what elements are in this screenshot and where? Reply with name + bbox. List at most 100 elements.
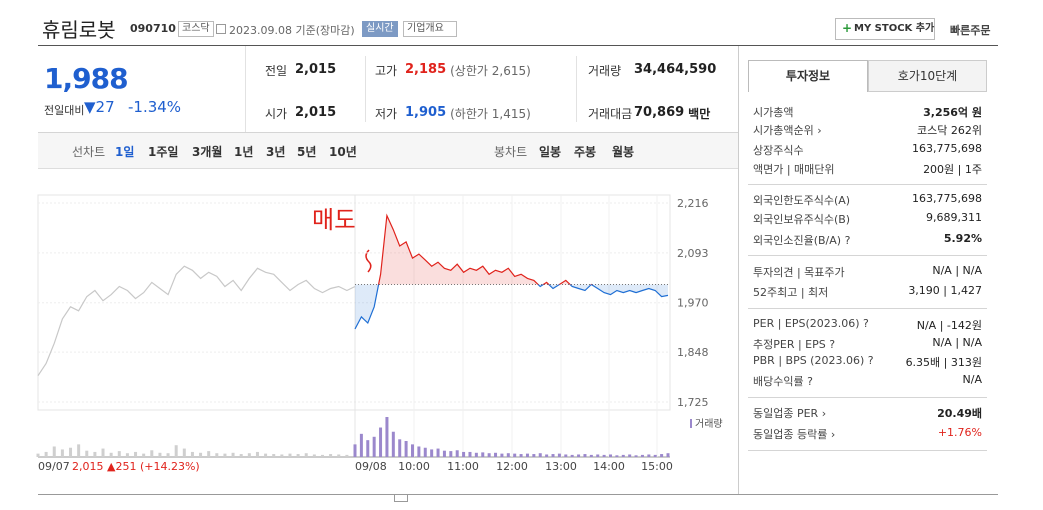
volume-bar <box>166 453 170 457</box>
today-line <box>354 213 669 330</box>
volume-bar <box>142 453 146 457</box>
volume-bar <box>436 448 440 457</box>
volume-bar <box>366 440 370 457</box>
mystock-button[interactable]: MY STOCK 추가 <box>835 18 935 40</box>
volume-bar <box>101 448 105 457</box>
period-tab[interactable]: 10년 <box>329 145 357 159</box>
volume-bar <box>442 450 446 457</box>
x-tick-label: 09/07 <box>38 460 70 473</box>
volume-bar <box>239 454 243 457</box>
info-value: 163,775,698 <box>912 142 982 155</box>
info-value: 9,689,311 <box>926 211 982 224</box>
info-value: 5.92% <box>943 232 982 245</box>
info-label: 추정PER | EPS ? <box>753 338 836 351</box>
volume-bar <box>410 444 414 457</box>
info-tab[interactable]: 호가10단계 <box>868 60 987 92</box>
volume-bar <box>320 454 324 457</box>
stock-name: 휴림로봇 <box>42 18 116 42</box>
info-value: N/A | -142원 <box>916 319 982 332</box>
x-tick-label: 14:00 <box>593 460 625 473</box>
stat-label: 거래대금 <box>588 107 633 121</box>
collapse-handle[interactable] <box>394 494 408 502</box>
volume-bar <box>36 453 40 457</box>
annotation-stroke <box>365 249 372 273</box>
volume-bar <box>564 454 568 457</box>
volume-bar <box>182 448 186 457</box>
volume-bar <box>52 446 56 457</box>
volume-bar <box>653 454 657 457</box>
x-tick-label: 10:00 <box>398 460 430 473</box>
info-rule <box>748 450 987 451</box>
candle-tab[interactable]: 주봉 <box>574 145 597 159</box>
volume-bar <box>462 451 466 457</box>
volume-bar <box>312 454 316 457</box>
volume-bar <box>385 417 389 457</box>
volume-bar <box>337 454 341 457</box>
rule <box>38 132 738 133</box>
candle-tab[interactable]: 월봉 <box>612 145 635 159</box>
volume-bar <box>158 452 162 457</box>
period-tab[interactable]: 1주일 <box>148 145 179 159</box>
divider <box>738 46 739 494</box>
realtime-badge[interactable]: 실시간 <box>362 21 398 37</box>
volume-bar <box>215 453 219 457</box>
volume-bar <box>570 454 574 457</box>
info-value: 코스닥 262위 <box>917 124 982 137</box>
stat-value: 2,015 <box>295 62 337 77</box>
volume-bar <box>134 451 138 457</box>
volume-bar <box>190 451 194 457</box>
y-tick-label: 1,848 <box>677 346 709 359</box>
info-value: 20.49배 <box>937 407 982 420</box>
volume-bar <box>117 451 121 457</box>
volume-bar <box>304 453 308 457</box>
quick-order[interactable]: 빠른주문 <box>950 24 991 37</box>
volume-bar <box>93 451 97 457</box>
volume-bar <box>391 431 395 457</box>
volume-bar <box>199 452 203 457</box>
change: ▼27 <box>84 98 115 116</box>
period-tab[interactable]: 5년 <box>297 145 317 159</box>
candle-tab[interactable]: 일봉 <box>539 145 562 159</box>
date: 2023.09.08 기준(장마감) <box>229 24 355 37</box>
volume-bar <box>296 454 300 457</box>
volume-bar <box>628 454 632 457</box>
volume-bar <box>545 454 549 457</box>
stat-label: 저가 <box>375 107 398 121</box>
info-tab[interactable]: 투자정보 <box>748 60 868 92</box>
info-label: 동일업종 PER › <box>753 407 827 420</box>
info-value: N/A <box>962 373 982 386</box>
volume-bar <box>379 427 383 457</box>
x-tick-label: 09/08 <box>355 460 387 473</box>
overview-dropdown[interactable]: 기업개요 <box>403 21 457 37</box>
volume-bar <box>577 454 581 457</box>
today-area <box>355 215 668 329</box>
stat-value: 2,015 <box>295 105 337 120</box>
volume-bar <box>474 452 478 457</box>
volume-bar <box>430 449 434 457</box>
volume-bar <box>589 454 593 457</box>
info-label: 투자의견 | 목표주가 <box>753 266 845 279</box>
period-tab[interactable]: 3개월 <box>192 145 223 159</box>
prev-summary: 2,015 ▲251 (+14.23%) <box>72 460 200 473</box>
volume-bar <box>125 453 129 457</box>
volume-bar <box>231 452 235 457</box>
volume-bar <box>372 436 376 457</box>
tab-bar <box>38 133 738 169</box>
stat-label: 전일 <box>265 64 288 78</box>
bottom-rule <box>38 494 998 495</box>
info-value: +1.76% <box>937 426 982 439</box>
plus-icon: + <box>842 21 853 35</box>
stat-label: 고가 <box>375 64 398 78</box>
info-label: PBR | BPS (2023.06) ? <box>753 354 874 367</box>
period-tab[interactable]: 3년 <box>266 145 286 159</box>
y-tick-label: 2,216 <box>677 197 709 210</box>
period-tab[interactable]: 1년 <box>234 145 254 159</box>
stat-value: 2,185 <box>405 62 447 77</box>
volume-bar <box>634 455 638 457</box>
period-tab[interactable]: 1일 <box>115 145 135 159</box>
info-value: 6.35배 | 313원 <box>905 356 982 369</box>
chart: 매도 2,216 2,093 1,970 1,848 1,725 거래량 09/07 2,01… <box>36 194 723 473</box>
volume-bar <box>280 454 284 457</box>
stat-note: 백만 <box>688 107 711 121</box>
volume-bar <box>525 453 529 457</box>
